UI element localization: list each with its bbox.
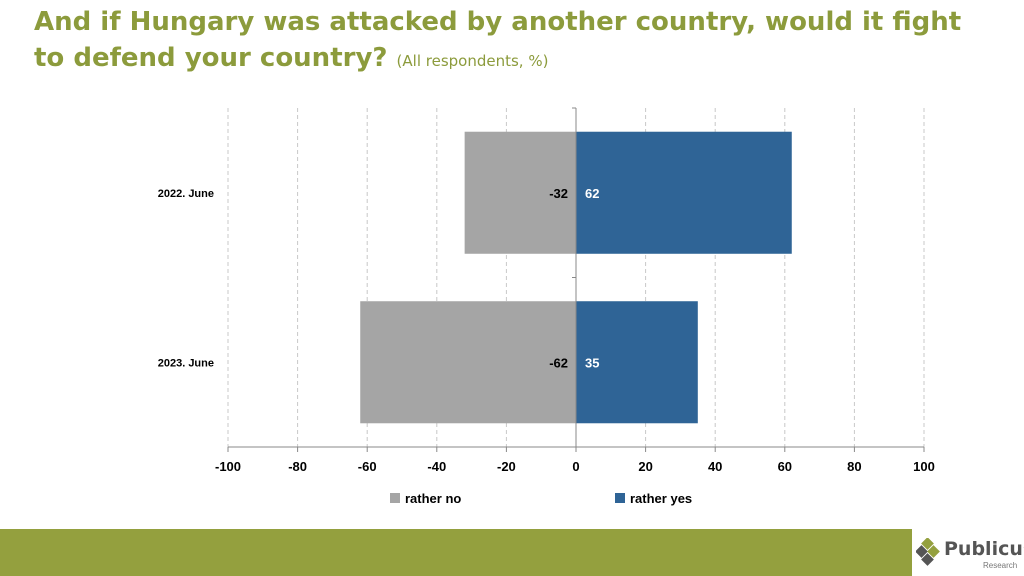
x-tick-label: -20 bbox=[497, 459, 516, 474]
chart-title: And if Hungary was attacked by another c… bbox=[34, 4, 994, 79]
publicus-logo: Publicus Research bbox=[916, 532, 1024, 576]
x-tick-label: 40 bbox=[708, 459, 722, 474]
title-text: And if Hungary was attacked by another c… bbox=[34, 7, 962, 73]
footer-band bbox=[0, 529, 912, 576]
chart-subtitle: (All respondents, %) bbox=[396, 52, 549, 70]
x-tick-label: -60 bbox=[358, 459, 377, 474]
data-label-rather-yes: 62 bbox=[585, 186, 599, 201]
x-tick-label: -80 bbox=[288, 459, 307, 474]
x-tick-label: -40 bbox=[427, 459, 446, 474]
x-tick-label: 20 bbox=[638, 459, 652, 474]
logo-name: Publicus bbox=[944, 538, 1024, 560]
category-label: 2022. June bbox=[158, 188, 214, 200]
legend-label: rather yes bbox=[630, 491, 692, 506]
legend-swatch bbox=[390, 493, 400, 503]
legend-swatch bbox=[615, 493, 625, 503]
data-label-rather-no: -32 bbox=[549, 186, 568, 201]
bar-rather-no bbox=[464, 131, 576, 254]
data-label-rather-no: -62 bbox=[549, 355, 568, 370]
bar-rather-yes bbox=[576, 301, 698, 424]
x-tick-label: 0 bbox=[572, 459, 579, 474]
logo-diamond-icon bbox=[916, 538, 940, 566]
bar-rather-no bbox=[360, 301, 576, 424]
bar-rather-yes bbox=[576, 131, 792, 254]
legend-label: rather no bbox=[405, 491, 461, 506]
x-tick-label: -100 bbox=[215, 459, 241, 474]
logo-tag: Research bbox=[983, 561, 1018, 570]
x-tick-label: 80 bbox=[847, 459, 861, 474]
data-label-rather-yes: 35 bbox=[585, 355, 599, 370]
x-tick-label: 60 bbox=[778, 459, 792, 474]
category-label: 2023. June bbox=[158, 357, 214, 369]
x-tick-label: 100 bbox=[913, 459, 935, 474]
